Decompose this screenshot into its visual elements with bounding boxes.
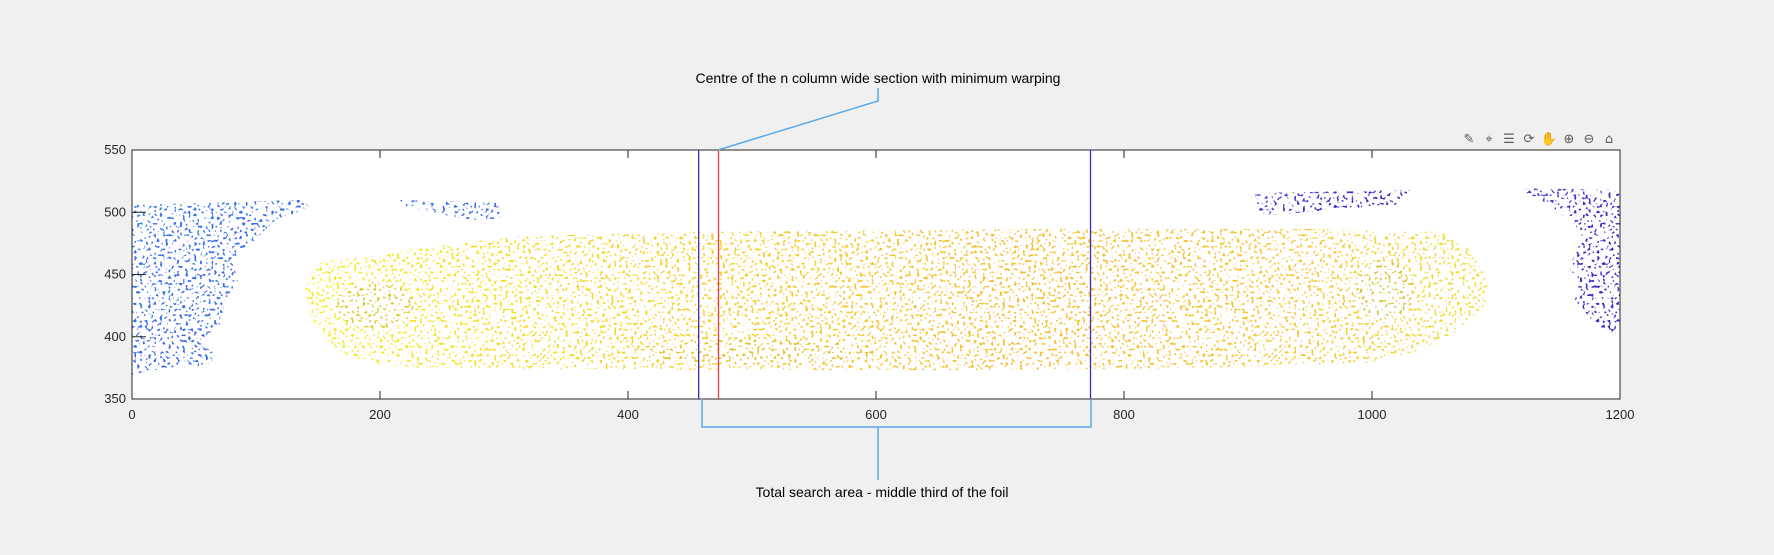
x-tick-label: 1000: [1358, 407, 1387, 422]
y-tick-label: 400: [104, 329, 126, 344]
bottom-annotation: Total search area - middle third of the …: [756, 484, 1009, 500]
x-tick-label: 600: [865, 407, 887, 422]
x-axis: 0 200 400 600 800 1000 1200: [128, 150, 1634, 422]
vertical-lines: [698, 150, 1092, 399]
zoom-in-icon[interactable]: ⊕: [1563, 131, 1575, 147]
y-tick-label: 500: [104, 204, 126, 219]
x-tick-label: 200: [369, 407, 391, 422]
rotate-icon[interactable]: ⟳: [1523, 131, 1535, 147]
axes-toolbar: ✎ ⌖ ☰ ⟳ ✋ ⊕ ⊖ ⌂: [1460, 130, 1618, 148]
surface-map: [132, 150, 1620, 399]
brush-icon[interactable]: ✎: [1463, 131, 1475, 147]
y-axis: 350 400 450 500 550: [104, 142, 146, 406]
data-tips-icon[interactable]: ⌖: [1485, 131, 1493, 147]
home-icon[interactable]: ⌂: [1604, 131, 1614, 147]
x-tick-label: 800: [1113, 407, 1135, 422]
y-tick-label: 550: [104, 142, 126, 157]
data-cursor-icon[interactable]: ☰: [1503, 131, 1515, 147]
bottom-callout-bracket: [701, 399, 1092, 480]
pan-hand-icon[interactable]: ✋: [1540, 131, 1558, 147]
x-tick-label: 0: [128, 407, 135, 422]
y-tick-label: 450: [104, 267, 126, 282]
top-callout-line: [717, 88, 879, 151]
zoom-out-icon[interactable]: ⊖: [1583, 131, 1595, 147]
top-annotation: Centre of the n column wide section with…: [696, 70, 1061, 86]
x-tick-label: 400: [617, 407, 639, 422]
speckle-overlay: [132, 150, 1620, 399]
y-tick-label: 350: [104, 391, 126, 406]
x-tick-label: 1200: [1606, 407, 1635, 422]
